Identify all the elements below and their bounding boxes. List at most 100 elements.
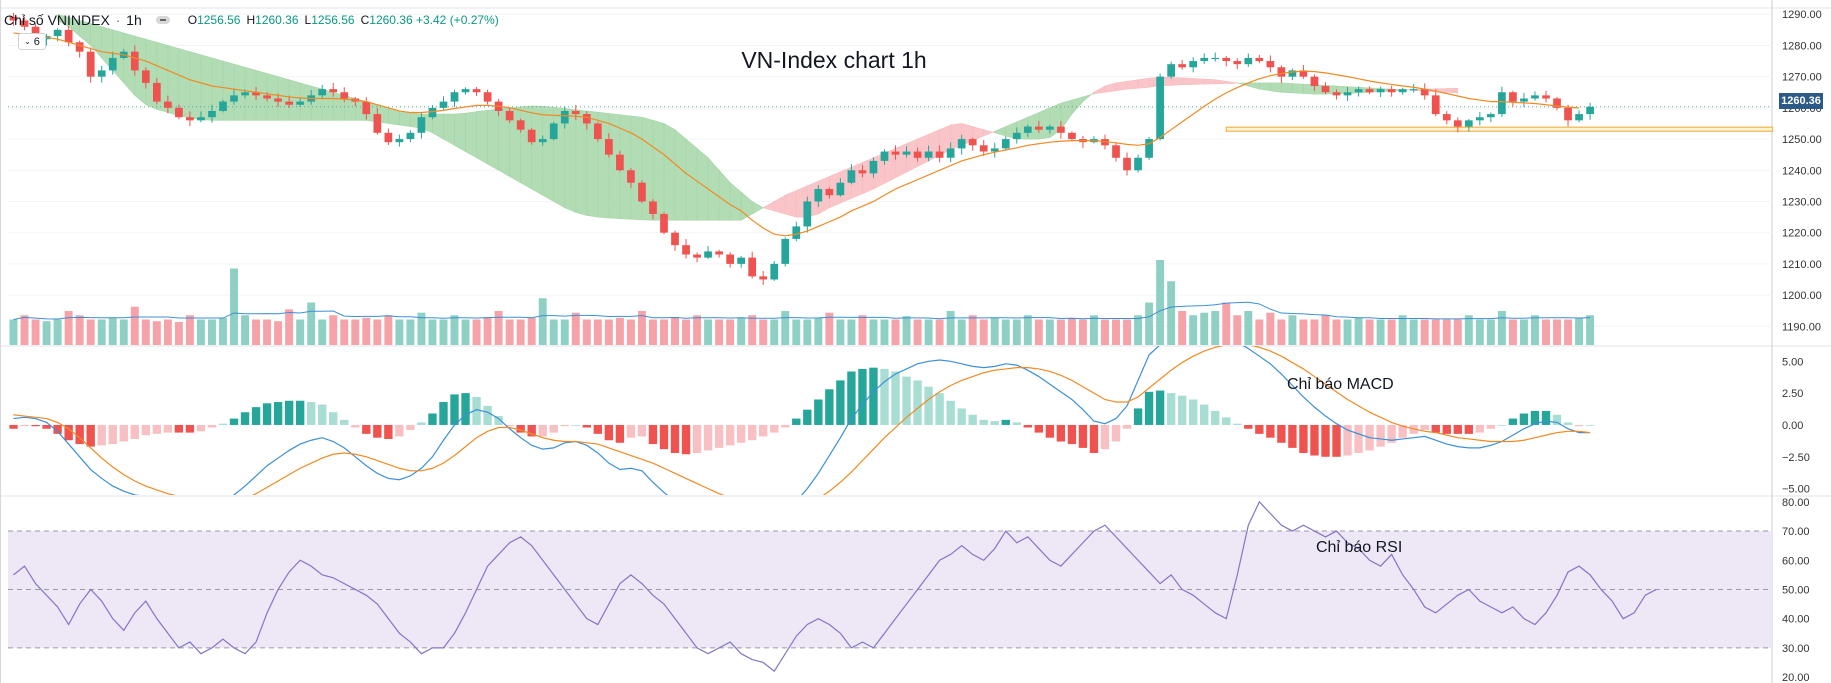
candle-body bbox=[274, 98, 282, 102]
candle-body bbox=[219, 101, 227, 111]
chevron-down-icon: ⌄ bbox=[24, 37, 31, 46]
candle-body bbox=[130, 51, 139, 71]
macd-histogram-bar bbox=[736, 424, 746, 443]
candles-layer[interactable] bbox=[9, 12, 1594, 285]
legend-toggle-button[interactable]: ⌄ 6 bbox=[18, 33, 46, 50]
macd-line bbox=[13, 346, 1591, 495]
macd-histogram-bar bbox=[1089, 424, 1099, 453]
ichimoku-cloud-segment bbox=[1038, 107, 1051, 140]
candle-body bbox=[1012, 132, 1021, 140]
volume-bar bbox=[946, 311, 955, 345]
candle-body bbox=[9, 16, 18, 21]
ichimoku-cloud-segment bbox=[751, 200, 764, 215]
candle-body bbox=[1487, 114, 1495, 118]
ichimoku-cloud-segment bbox=[1214, 79, 1227, 85]
volume-bar bbox=[1078, 319, 1087, 345]
macd-histogram-bar bbox=[273, 402, 283, 425]
candle-body bbox=[770, 263, 779, 280]
macd-histogram-bar bbox=[1056, 424, 1066, 442]
candle-body bbox=[1398, 89, 1407, 93]
ichimoku-cloud-segment bbox=[575, 109, 588, 216]
macd-histogram-bar bbox=[395, 424, 404, 437]
candle-body bbox=[285, 101, 293, 105]
volume-bar bbox=[648, 319, 657, 345]
volume-bar bbox=[1486, 319, 1495, 345]
ichimoku-cloud-segment bbox=[1281, 82, 1293, 94]
price-tick-label: 1240.00 bbox=[1782, 165, 1822, 177]
macd-histogram-bar bbox=[251, 407, 261, 425]
symbol-name[interactable]: Chỉ số VNINDEX bbox=[4, 12, 110, 28]
candle-body bbox=[164, 101, 172, 108]
candle-body bbox=[1343, 92, 1352, 96]
macd-histogram-bar bbox=[1133, 408, 1143, 425]
volume-bar bbox=[1266, 312, 1275, 345]
macd-histogram-bar bbox=[792, 418, 801, 425]
volume-bar bbox=[571, 312, 580, 345]
macd-histogram-bar bbox=[1376, 424, 1385, 447]
macd-histogram-bar bbox=[1211, 410, 1220, 425]
macd-histogram-bar bbox=[1310, 424, 1319, 456]
macd-histogram-bar bbox=[1563, 422, 1573, 425]
candle-body bbox=[340, 92, 349, 99]
macd-histogram-bar bbox=[1574, 424, 1584, 427]
volume-bar bbox=[1409, 319, 1418, 345]
moving-average-layer bbox=[13, 32, 1580, 237]
candle-body bbox=[241, 92, 249, 96]
ichimoku-cloud-segment bbox=[707, 156, 720, 221]
last-price-tag: 1260.36 bbox=[1779, 93, 1823, 109]
volume-bar bbox=[196, 319, 205, 345]
macd-histogram-bar bbox=[1299, 424, 1308, 453]
volume-bar bbox=[1343, 319, 1352, 345]
macd-histogram-bar bbox=[1486, 424, 1496, 429]
macd-histogram-bar bbox=[163, 424, 173, 433]
macd-histogram-bar bbox=[494, 416, 503, 425]
volume-bar bbox=[75, 315, 84, 345]
volume-bar bbox=[395, 319, 404, 345]
candle-body bbox=[1222, 57, 1231, 62]
volume-bar bbox=[428, 319, 437, 345]
ichimoku-cloud-segment bbox=[531, 105, 544, 196]
macd-histogram-bar bbox=[461, 393, 470, 425]
candle-body bbox=[1442, 114, 1451, 121]
candle-body bbox=[53, 29, 62, 37]
candle-body bbox=[406, 132, 415, 140]
volume-bar bbox=[406, 319, 415, 345]
macd-histogram-bar bbox=[373, 424, 382, 438]
rsi-tick-label: 80.00 bbox=[1782, 497, 1810, 509]
price-tick-label: 1210.00 bbox=[1782, 259, 1822, 271]
volume-bar bbox=[1101, 319, 1109, 345]
macd-histogram-bar bbox=[604, 424, 614, 441]
macd-histogram-bar bbox=[615, 424, 625, 443]
candle-body bbox=[1453, 120, 1462, 127]
candle-body bbox=[439, 101, 448, 108]
candle-body bbox=[141, 70, 150, 83]
candle-body bbox=[825, 188, 834, 196]
volume-bar bbox=[450, 315, 459, 345]
volume-bar bbox=[1001, 319, 1010, 345]
ohlc-close-value: 1260.36 +3.42 (+0.27%) bbox=[369, 13, 499, 27]
volume-bar bbox=[252, 319, 261, 345]
collapse-legend-button[interactable] bbox=[155, 16, 170, 24]
ichimoku-cloud-segment bbox=[564, 108, 577, 213]
price-tick-label: 1290.00 bbox=[1782, 9, 1822, 21]
macd-histogram-bar bbox=[86, 424, 95, 447]
ichimoku-cloud-segment bbox=[288, 79, 301, 121]
candle-body bbox=[1046, 126, 1054, 130]
ichimoku-cloud-segment bbox=[1126, 79, 1139, 90]
volume-bar bbox=[902, 316, 911, 345]
macd-histogram-bar bbox=[1552, 414, 1562, 425]
volume-bar bbox=[582, 319, 591, 345]
candle-body bbox=[1553, 98, 1561, 108]
volume-bar bbox=[296, 319, 305, 345]
interval-label[interactable]: 1h bbox=[126, 12, 142, 28]
macd-tick-label: −2.50 bbox=[1782, 452, 1810, 464]
candle-body bbox=[1586, 106, 1594, 115]
macd-histogram-bar bbox=[725, 424, 735, 446]
macd-histogram-bar bbox=[318, 404, 327, 425]
volume-bar bbox=[715, 319, 724, 345]
ichimoku-cloud-segment bbox=[674, 129, 687, 221]
candle-body bbox=[1431, 95, 1440, 115]
ichimoku-cloud-segment bbox=[476, 110, 488, 165]
